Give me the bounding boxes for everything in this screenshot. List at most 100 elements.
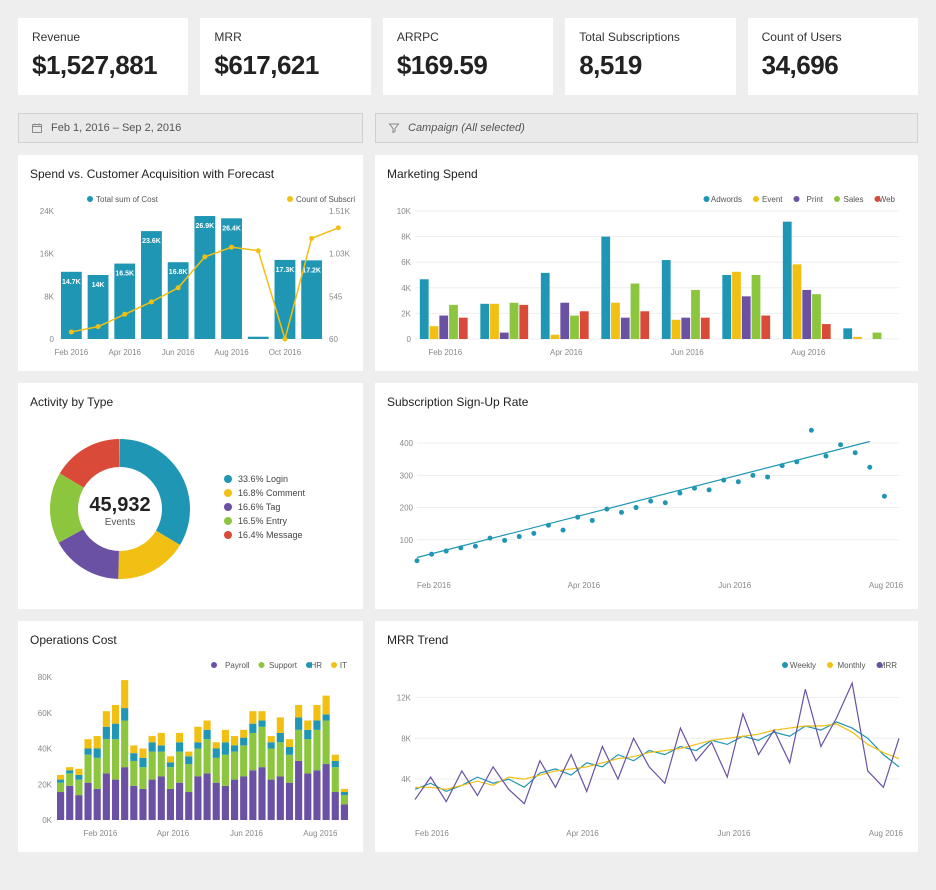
- svg-text:IT: IT: [340, 661, 347, 670]
- svg-text:80K: 80K: [38, 673, 53, 682]
- kpi-label: Count of Users: [762, 30, 904, 44]
- legend-item: 16.5% Entry: [224, 516, 305, 526]
- svg-text:Jun 2016: Jun 2016: [162, 348, 195, 357]
- svg-text:Feb 2016: Feb 2016: [417, 581, 451, 590]
- svg-text:400: 400: [400, 439, 414, 448]
- svg-text:Total sum of Cost: Total sum of Cost: [96, 195, 159, 204]
- svg-text:Feb 2016: Feb 2016: [54, 348, 88, 357]
- svg-text:8K: 8K: [44, 292, 54, 301]
- svg-text:60K: 60K: [38, 709, 53, 718]
- svg-text:Event: Event: [762, 195, 783, 204]
- legend-item: 16.4% Message: [224, 530, 305, 540]
- kpi-label: Total Subscriptions: [579, 30, 721, 44]
- filters-row: Feb 1, 2016 – Sep 2, 2016 Campaign (All …: [18, 113, 918, 143]
- panel-signup-rate: Subscription Sign-Up Rate 100 200 300 400 Fe…: [375, 383, 918, 609]
- svg-text:0: 0: [50, 335, 55, 344]
- svg-text:Adwords: Adwords: [711, 195, 742, 204]
- date-filter[interactable]: Feb 1, 2016 – Sep 2, 2016: [18, 113, 363, 143]
- svg-text:14K: 14K: [92, 282, 105, 289]
- kpi-label: Revenue: [32, 30, 174, 44]
- campaign-text: Campaign (All selected): [408, 122, 525, 134]
- svg-text:Web: Web: [879, 195, 896, 204]
- svg-text:20K: 20K: [38, 780, 53, 789]
- legend-label: 16.6% Tag: [238, 502, 280, 512]
- svg-text:10K: 10K: [397, 207, 412, 216]
- svg-text:Aug 2016: Aug 2016: [791, 348, 826, 357]
- date-range-text: Feb 1, 2016 – Sep 2, 2016: [51, 122, 181, 134]
- svg-text:Payroll: Payroll: [225, 661, 250, 670]
- kpi-mrr: MRR $617,621: [200, 18, 370, 95]
- kpi-label: MRR: [214, 30, 356, 44]
- svg-text:Feb 2016: Feb 2016: [83, 829, 117, 838]
- legend-label: 16.5% Entry: [238, 516, 287, 526]
- panel-title: Operations Cost: [30, 633, 353, 647]
- kpi-label: ARRPC: [397, 30, 539, 44]
- panel-title: Marketing Spend: [387, 167, 908, 181]
- legend-label: 33.6% Login: [238, 474, 288, 484]
- donut-legend: 33.6% Login 16.8% Comment 16.6% Tag 16.5% E…: [224, 474, 305, 544]
- panel-activity: Activity by Type 45,932Events 33.6% Logi…: [18, 383, 363, 609]
- kpi-revenue: Revenue $1,527,881: [18, 18, 188, 95]
- svg-text:Jun 2016: Jun 2016: [718, 829, 751, 838]
- chart-marketing-spend: WebSalesPrintEventAdwords02K4K6K8K10KFeb…: [387, 191, 907, 361]
- legend-swatch: [224, 475, 232, 483]
- svg-text:16.8K: 16.8K: [169, 269, 188, 276]
- panel-spend-vs-acq: Spend vs. Customer Acquisition with Fore…: [18, 155, 363, 371]
- svg-text:Aug 2016: Aug 2016: [214, 348, 249, 357]
- legend-item: 16.6% Tag: [224, 502, 305, 512]
- svg-text:60: 60: [329, 335, 338, 344]
- legend-label: 16.4% Message: [238, 530, 303, 540]
- svg-text:1.03K: 1.03K: [329, 250, 351, 259]
- legend-swatch: [224, 503, 232, 511]
- legend-swatch: [224, 489, 232, 497]
- svg-text:200: 200: [400, 504, 414, 513]
- legend-label: 16.8% Comment: [238, 488, 305, 498]
- svg-text:Jun 2016: Jun 2016: [230, 829, 263, 838]
- svg-text:100: 100: [400, 536, 414, 545]
- svg-text:45,932: 45,932: [89, 494, 150, 516]
- svg-text:1.51K: 1.51K: [329, 207, 351, 216]
- kpi-value: $617,621: [214, 50, 356, 81]
- svg-text:Apr 2016: Apr 2016: [568, 581, 601, 590]
- svg-text:17.3K: 17.3K: [276, 267, 295, 274]
- svg-text:Apr 2016: Apr 2016: [157, 829, 190, 838]
- chart-mrr-trend: MRRMonthlyWeekly4K8K12KFeb 2016Apr 2016J…: [387, 657, 907, 842]
- legend-swatch: [224, 517, 232, 525]
- kpi-arrpc: ARRPC $169.59: [383, 18, 553, 95]
- legend-item: 16.8% Comment: [224, 488, 305, 498]
- svg-text:Apr 2016: Apr 2016: [566, 829, 599, 838]
- chart-ops-cost: ITHRSupportPayroll0K20K40K60K80KFeb 2016…: [30, 657, 355, 842]
- svg-text:2K: 2K: [401, 309, 411, 318]
- svg-text:6K: 6K: [401, 258, 411, 267]
- kpi-value: 8,519: [579, 50, 721, 81]
- svg-text:Print: Print: [807, 195, 824, 204]
- kpi-value: 34,696: [762, 50, 904, 81]
- panel-title: Subscription Sign-Up Rate: [387, 395, 908, 409]
- chart-spend-vs-acq: Total sum of CostCount of Subscriptions0…: [30, 191, 355, 361]
- svg-text:300: 300: [400, 471, 414, 480]
- svg-text:Apr 2016: Apr 2016: [550, 348, 583, 357]
- svg-text:26.4K: 26.4K: [222, 225, 241, 232]
- calendar-icon: [31, 122, 43, 134]
- svg-text:16K: 16K: [40, 250, 55, 259]
- campaign-filter[interactable]: Campaign (All selected): [375, 113, 918, 143]
- svg-text:17.2K: 17.2K: [302, 267, 321, 274]
- panel-marketing-spend: Marketing Spend WebSalesPrintEventAdword…: [375, 155, 918, 371]
- panel-title: Activity by Type: [30, 395, 353, 409]
- kpi-users: Count of Users 34,696: [748, 18, 918, 95]
- svg-text:Jun 2016: Jun 2016: [671, 348, 704, 357]
- kpi-value: $169.59: [397, 50, 539, 81]
- svg-text:12K: 12K: [397, 693, 412, 702]
- svg-text:23.6K: 23.6K: [142, 238, 161, 245]
- svg-text:Support: Support: [269, 661, 298, 670]
- legend-swatch: [224, 531, 232, 539]
- svg-text:8K: 8K: [401, 734, 411, 743]
- svg-text:40K: 40K: [38, 745, 53, 754]
- svg-text:4K: 4K: [401, 775, 411, 784]
- chart-signup-rate: 100200300400Feb 2016Apr 2016Jun 2016Aug …: [387, 419, 907, 594]
- svg-text:Jun 2016: Jun 2016: [718, 581, 751, 590]
- svg-text:Apr 2016: Apr 2016: [109, 348, 142, 357]
- svg-text:4K: 4K: [401, 284, 411, 293]
- svg-text:Aug 2016: Aug 2016: [303, 829, 338, 838]
- svg-text:0K: 0K: [42, 816, 52, 825]
